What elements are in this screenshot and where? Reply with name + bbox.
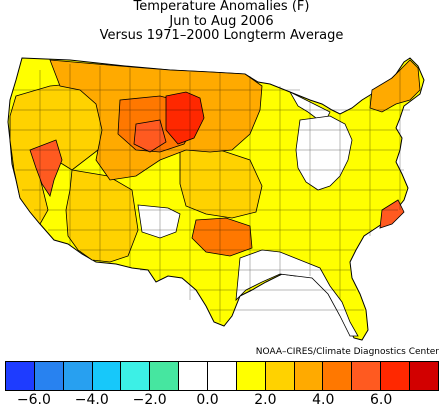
zone-orange-ne <box>369 59 421 113</box>
zone-red-nevada <box>29 139 63 197</box>
credit-label: NOAA–CIRES/Climate Diagnostics Center <box>255 347 439 357</box>
legend-swatch <box>63 362 93 390</box>
legend-tick-label: −2.0 <box>132 392 167 408</box>
legend-tick-label: 6.0 <box>369 392 393 408</box>
title-period: Jun to Aug 2006 <box>169 13 274 29</box>
zone-red-wyoming <box>133 119 167 153</box>
division-grid <box>10 64 410 322</box>
legend-swatch <box>294 362 324 390</box>
anomaly-map <box>7 57 425 341</box>
legend-colorbar <box>5 361 439 391</box>
legend-swatch <box>352 362 382 390</box>
zone-white-south <box>235 249 359 337</box>
legend-swatch <box>121 362 151 390</box>
legend-swatch <box>92 362 122 390</box>
legend-swatch <box>410 362 438 390</box>
legend-swatch <box>6 362 35 390</box>
zone-orange-south <box>191 217 253 257</box>
legend-ticks: −6.0 −4.0 −2.0 0.0 2.0 4.0 6.0 <box>0 391 443 408</box>
legend-tick-label: 2.0 <box>254 392 277 408</box>
legend-swatch <box>208 362 237 390</box>
legend-swatch <box>265 362 295 390</box>
legend-tick-label: −4.0 <box>74 392 109 408</box>
legend-tick-label: 4.0 <box>312 392 335 408</box>
title-main: Temperature Anomalies (F) <box>133 0 310 14</box>
legend-swatch <box>34 362 64 390</box>
legend-swatch <box>381 362 411 390</box>
zone-orange-nc <box>379 199 405 229</box>
title-block: Temperature Anomalies (F) Jun to Aug 200… <box>0 0 443 44</box>
legend-swatch <box>323 362 353 390</box>
legend-tick-label: 0.0 <box>196 392 219 408</box>
zone-red-dakotas <box>165 91 205 145</box>
legend-tick-label: −6.0 <box>16 392 51 408</box>
zone-gold-plains <box>179 149 263 219</box>
zone-gold-southwest <box>65 169 139 263</box>
legend-swatch <box>179 362 209 390</box>
legend-swatch <box>150 362 180 390</box>
legend-swatch <box>236 362 266 390</box>
title-baseline: Versus 1971–2000 Longterm Average <box>99 28 344 43</box>
